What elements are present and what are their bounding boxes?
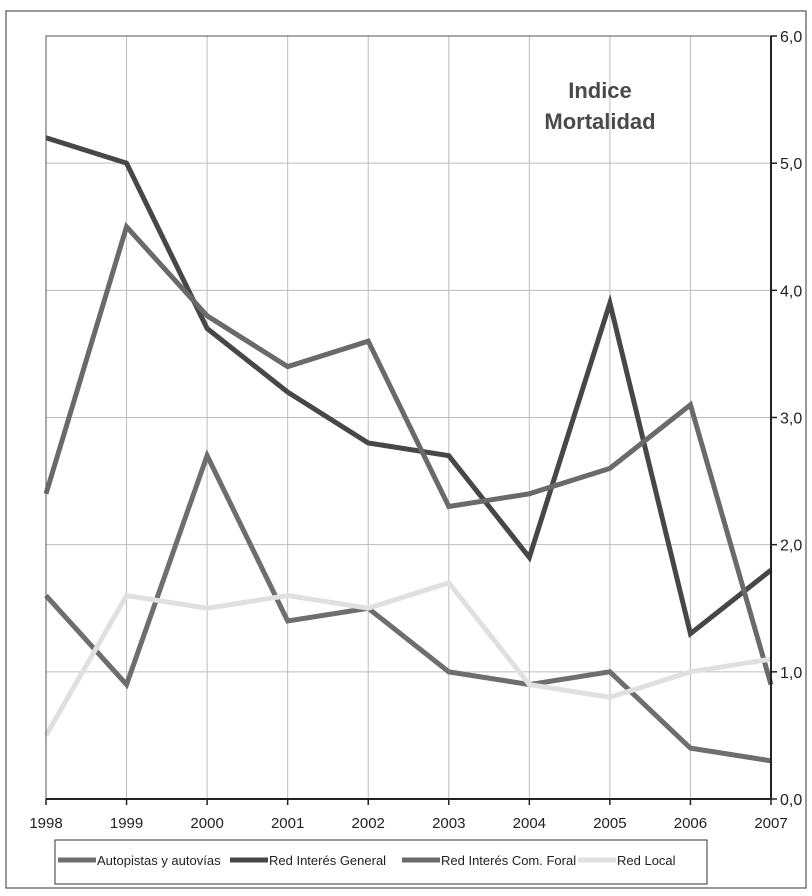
x-tick-label: 2005 bbox=[593, 815, 626, 832]
x-tick-label: 2000 bbox=[190, 815, 223, 832]
series-layer bbox=[43, 135, 774, 764]
x-tick-labels: 1998 1999 2000 2001 2002 2003 2004 2005 2006 2007 bbox=[29, 815, 787, 832]
legend-label: Red Interés Com. Foral bbox=[441, 853, 576, 868]
series-line-2 bbox=[45, 135, 773, 639]
y-tick-label: 1,0 bbox=[780, 665, 802, 682]
x-tick-label: 2006 bbox=[674, 815, 707, 832]
y-tick-labels: 0,0 1,0 2,0 3,0 4,0 5,0 6,0 bbox=[780, 29, 802, 809]
y-tick-label: 6,0 bbox=[780, 29, 802, 46]
y-tick-label: 3,0 bbox=[780, 411, 802, 428]
legend: Autopistas y autovías Red Interés General… bbox=[54, 839, 708, 885]
y-tick-label: 0,0 bbox=[780, 792, 802, 809]
series-line-1 bbox=[44, 449, 772, 764]
y-tick-label: 5,0 bbox=[780, 156, 802, 173]
x-tick-label: 2004 bbox=[513, 815, 546, 832]
y-tick-label: 2,0 bbox=[780, 538, 802, 555]
x-tick-label: 1998 bbox=[29, 815, 62, 832]
x-tick-label: 2002 bbox=[352, 815, 385, 832]
x-tick-label: 2007 bbox=[754, 815, 787, 832]
series-line-4 bbox=[43, 579, 772, 737]
legend-label: Red Interés General bbox=[269, 853, 386, 868]
legend-label: Autopistas y autovías bbox=[97, 853, 221, 868]
chart-title-line: Mortalidad bbox=[544, 109, 655, 134]
series-line-3 bbox=[43, 221, 774, 686]
legend-label: Red Local bbox=[617, 853, 676, 868]
x-tick-label: 2003 bbox=[432, 815, 465, 832]
axes bbox=[45, 35, 777, 805]
y-tick-label: 4,0 bbox=[780, 283, 802, 300]
chart-title: Indice Mortalidad bbox=[544, 78, 655, 134]
x-tick-label: 2001 bbox=[271, 815, 304, 832]
chart-title-line: Indice bbox=[568, 78, 632, 103]
x-tick-label: 1999 bbox=[110, 815, 143, 832]
